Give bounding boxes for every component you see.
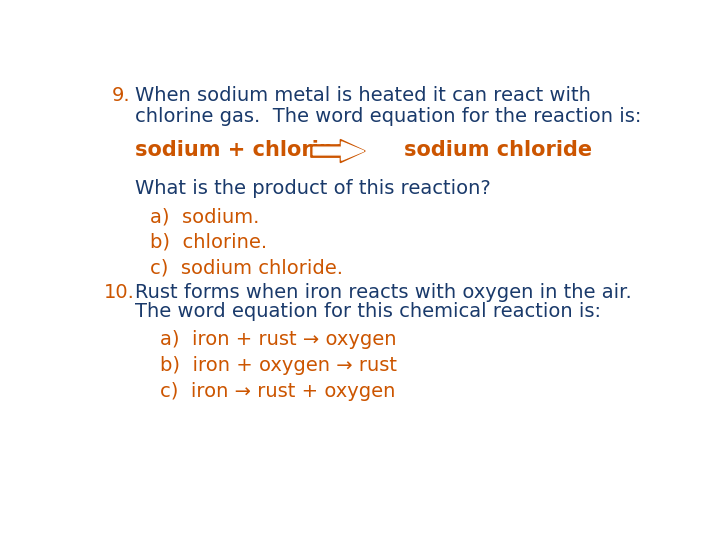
Text: When sodium metal is heated it can react with: When sodium metal is heated it can react… [135, 86, 591, 105]
Text: The word equation for this chemical reaction is:: The word equation for this chemical reac… [135, 302, 601, 321]
Text: c)  iron → rust + oxygen: c) iron → rust + oxygen [160, 382, 395, 401]
Text: a)  iron + rust → oxygen: a) iron + rust → oxygen [160, 330, 396, 349]
Text: 10.: 10. [104, 283, 135, 302]
Text: sodium + chlorine: sodium + chlorine [135, 140, 348, 160]
FancyArrow shape [311, 139, 365, 163]
Text: c)  sodium chloride.: c) sodium chloride. [150, 259, 343, 278]
Text: 9.: 9. [112, 86, 130, 105]
Text: What is the product of this reaction?: What is the product of this reaction? [135, 179, 491, 198]
FancyArrow shape [313, 142, 364, 160]
Text: chlorine gas.  The word equation for the reaction is:: chlorine gas. The word equation for the … [135, 107, 642, 126]
Text: b)  iron + oxygen → rust: b) iron + oxygen → rust [160, 356, 397, 375]
Text: Rust forms when iron reacts with oxygen in the air.: Rust forms when iron reacts with oxygen … [135, 283, 631, 302]
Text: sodium chloride: sodium chloride [404, 140, 592, 160]
Text: a)  sodium.: a) sodium. [150, 207, 260, 226]
Text: b)  chlorine.: b) chlorine. [150, 233, 268, 252]
